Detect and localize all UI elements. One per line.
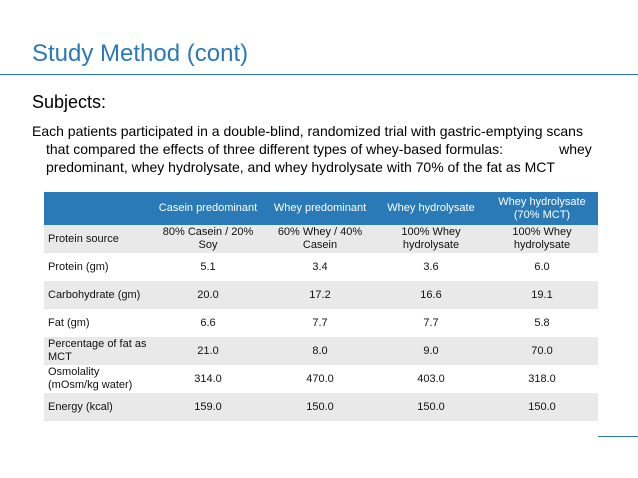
table-cell: 17.2: [264, 281, 376, 309]
description-line-2-text: that compared the effects of three diffe…: [46, 141, 504, 157]
table-cell: 3.6: [376, 253, 486, 281]
table-cell: 100% Whey hydrolysate: [376, 225, 486, 253]
table-cell: 150.0: [264, 393, 376, 421]
row-label: Carbohydrate (gm): [44, 281, 152, 309]
header-whey-predominant: Whey predominant: [264, 192, 376, 225]
description-line-3: predominant, whey hydrolysate, and whey …: [46, 159, 555, 175]
table-cell: 8.0: [264, 337, 376, 365]
footer-divider: [598, 436, 638, 437]
table-cell: 5.1: [152, 253, 264, 281]
slide-title: Study Method (cont): [32, 40, 249, 67]
table-row: Carbohydrate (gm) 20.0 17.2 16.6 19.1: [44, 281, 598, 309]
table-cell: 403.0: [376, 365, 486, 393]
table-cell: 70.0: [486, 337, 598, 365]
table-cell: 318.0: [486, 365, 598, 393]
formula-comparison-table: Casein predominant Whey predominant Whey…: [44, 192, 598, 421]
table-cell: 3.4: [264, 253, 376, 281]
row-label: Protein source: [44, 225, 152, 253]
table-cell: 150.0: [376, 393, 486, 421]
header-casein-predominant: Casein predominant: [152, 192, 264, 225]
description-line-2: that compared the effects of three diffe…: [32, 140, 617, 158]
table-cell: 80% Casein / 20% Soy: [152, 225, 264, 253]
table-row: Percentage of fat as MCT 21.0 8.0 9.0 70…: [44, 337, 598, 365]
table-row: Protein source 80% Casein / 20% Soy 60% …: [44, 225, 598, 253]
table-row: Energy (kcal) 159.0 150.0 150.0 150.0: [44, 393, 598, 421]
row-label: Osmolality (mOsm/kg water): [44, 365, 152, 393]
table-row: Osmolality (mOsm/kg water) 314.0 470.0 4…: [44, 365, 598, 393]
header-whey-hydrolysate: Whey hydrolysate: [376, 192, 486, 225]
row-label: Fat (gm): [44, 309, 152, 337]
table-header: Casein predominant Whey predominant Whey…: [44, 192, 598, 225]
description-line-1: Each patients participated in a double-b…: [32, 123, 583, 139]
description-line-2-tail: whey: [559, 141, 592, 157]
row-label: Energy (kcal): [44, 393, 152, 421]
row-label: Percentage of fat as MCT: [44, 337, 152, 365]
table-cell: 9.0: [376, 337, 486, 365]
table-cell: 159.0: [152, 393, 264, 421]
table-cell: 60% Whey / 40% Casein: [264, 225, 376, 253]
row-label: Protein (gm): [44, 253, 152, 281]
table-row: Protein (gm) 5.1 3.4 3.6 6.0: [44, 253, 598, 281]
table-cell: 6.6: [152, 309, 264, 337]
table-cell: 314.0: [152, 365, 264, 393]
section-heading: Subjects:: [32, 92, 107, 112]
table-cell: 100% Whey hydrolysate: [486, 225, 598, 253]
table-cell: 7.7: [264, 309, 376, 337]
table-cell: 20.0: [152, 281, 264, 309]
table-cell: 5.8: [486, 309, 598, 337]
table-cell: 7.7: [376, 309, 486, 337]
study-description: Each patients participated in a double-b…: [32, 122, 617, 176]
title-divider: [0, 74, 638, 75]
table-cell: 21.0: [152, 337, 264, 365]
table-cell: 150.0: [486, 393, 598, 421]
table-cell: 470.0: [264, 365, 376, 393]
table-cell: 6.0: [486, 253, 598, 281]
header-cell-empty: [44, 192, 152, 225]
table-cell: 19.1: [486, 281, 598, 309]
header-whey-hydrolysate-mct: Whey hydrolysate (70% MCT): [486, 192, 598, 225]
table-cell: 16.6: [376, 281, 486, 309]
table-row: Fat (gm) 6.6 7.7 7.7 5.8: [44, 309, 598, 337]
